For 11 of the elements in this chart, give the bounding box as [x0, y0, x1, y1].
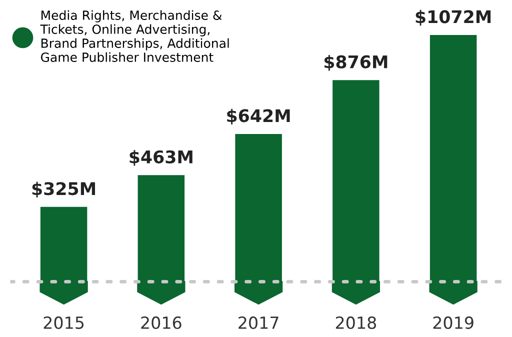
data-label: $463M — [130, 150, 192, 166]
data-label: $1072M — [416, 10, 491, 26]
x-tick-label: 2018 — [336, 316, 376, 330]
legend-label: Media Rights, Merchandise & Tickets, Online Advertising, Brand Partnerships, Additional Game Publisher Investment — [40, 10, 229, 62]
data-label: $876M — [324, 54, 388, 71]
x-tick-label: 2017 — [238, 316, 278, 330]
x-tick-label: 2016 — [141, 316, 182, 330]
data-label: $325M — [32, 182, 95, 198]
x-tick-label: 2015 — [44, 316, 84, 330]
data-label: $642M — [227, 108, 290, 125]
x-tick-label: 2019 — [433, 316, 474, 330]
